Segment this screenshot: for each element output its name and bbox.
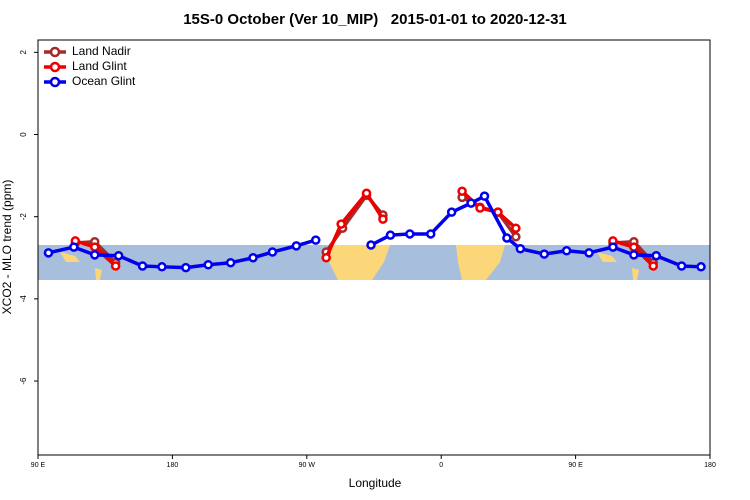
data-point (137, 261, 148, 271)
y-tick-label: -4 (19, 295, 28, 303)
plot-frame (37, 39, 711, 456)
data-point (608, 242, 618, 252)
legend-label: Land Nadir (72, 44, 131, 58)
data-point (629, 250, 639, 260)
data-point (43, 248, 54, 258)
data-point (225, 257, 236, 268)
data-point (425, 229, 436, 239)
y-tick-label: -6 (19, 377, 28, 385)
legend-marker (49, 46, 61, 58)
legend-marker (49, 76, 61, 88)
data-point (113, 250, 124, 261)
land (328, 245, 390, 280)
data-point (181, 262, 191, 273)
data-point (676, 261, 687, 271)
data-point (651, 250, 661, 261)
x-tick-label: 90 E (31, 462, 46, 469)
data-point (291, 241, 302, 251)
y-tick-label: 2 (19, 50, 28, 55)
data-point (561, 246, 572, 256)
x-tick-label: 180 (704, 462, 716, 469)
data-point (110, 261, 121, 271)
data-point (475, 203, 485, 213)
y-tick-label: 0 (19, 132, 28, 137)
data-point (203, 260, 213, 270)
y-tick-label: -2 (19, 213, 28, 221)
data-point (321, 253, 331, 263)
data-point (479, 191, 490, 201)
data-point (157, 262, 167, 272)
data-point (248, 253, 258, 263)
chart-title: 15S-0 October (Ver 10_MIP) 2015-01-01 to… (183, 11, 567, 28)
legend-marker (49, 61, 61, 73)
x-tick-label: 90 W (299, 462, 316, 469)
data-point (584, 248, 594, 258)
land (597, 252, 655, 280)
data-point (629, 242, 639, 252)
x-tick-label: 180 (167, 462, 179, 469)
data-point (361, 188, 372, 199)
data-point (696, 262, 706, 272)
data-point (89, 242, 100, 252)
data-point (511, 223, 521, 233)
data-point (385, 230, 396, 240)
data-point (311, 235, 321, 245)
land (60, 252, 118, 280)
data-point (502, 233, 512, 243)
data-point (457, 186, 467, 196)
legend-label: Land Glint (72, 59, 127, 73)
data-point (539, 249, 549, 259)
data-point (378, 214, 388, 224)
data-point (89, 250, 100, 260)
data-point (405, 229, 415, 239)
land (456, 245, 505, 280)
data-point (446, 207, 457, 217)
x-tick-label: 0 (439, 462, 443, 469)
data-point (511, 232, 521, 242)
data-point (267, 247, 278, 257)
data-point (366, 240, 376, 250)
legend-label: Ocean Glint (72, 74, 136, 88)
data-point (336, 219, 346, 229)
data-point (648, 261, 659, 271)
data-point (466, 198, 476, 208)
data-point (69, 242, 79, 252)
data-point (515, 243, 526, 254)
x-tick-label: 90 E (568, 462, 583, 469)
x-axis-label: Longitude (349, 476, 402, 490)
y-axis-label: XCO2 - MLO trend (ppm) (0, 180, 14, 315)
